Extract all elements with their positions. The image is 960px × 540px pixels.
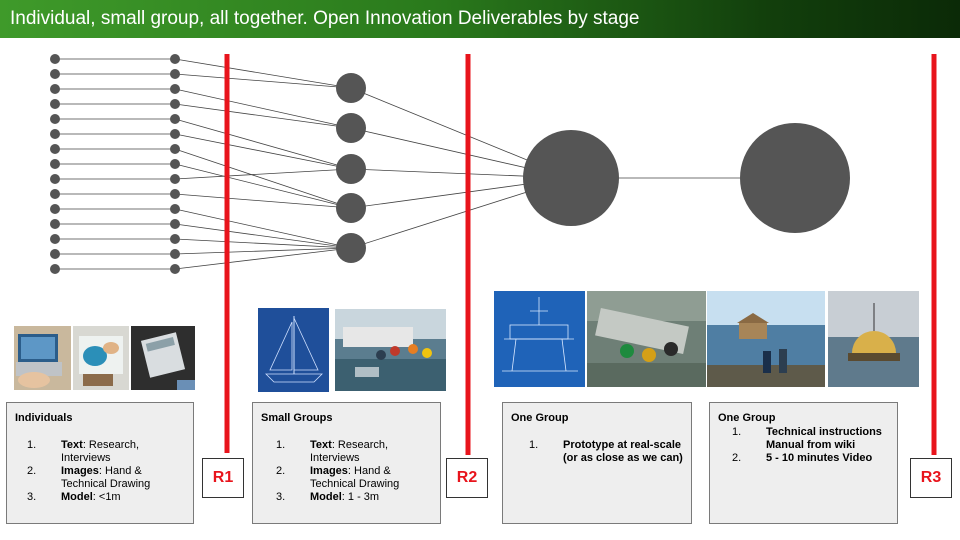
edge-line [174, 208, 352, 249]
box-heading: One Group [718, 412, 776, 424]
deliverables-list: 1. Technical instructions Manual from wik… [732, 426, 894, 465]
deliverables-box-small-groups: Small Groups 1. Text: Research, Interview… [252, 402, 441, 524]
list-item: 1. Text: Research, Interviews [27, 439, 140, 464]
small-group-node [336, 193, 366, 223]
edge-line [174, 238, 352, 249]
deliverables-list: 1. Text: Research, Interviews 2. Images: H… [276, 439, 436, 504]
individual-node [170, 189, 180, 199]
deliverables-list: 1. Prototype at real-scale (or as close a… [529, 439, 687, 465]
box-heading: One Group [511, 412, 569, 424]
individual-node [170, 219, 180, 229]
individual-node [50, 84, 60, 94]
edge-line [174, 247, 352, 270]
box-heading: Small Groups [261, 412, 333, 424]
individual-node [50, 264, 60, 274]
page-title: Individual, small group, all together. O… [10, 8, 640, 29]
calculator-photo [131, 326, 195, 390]
deliverables-box-one-group-prototype: One Group 1. Prototype at real-scale (or … [502, 402, 692, 524]
one-group-node [523, 130, 619, 226]
individual-node [170, 54, 180, 64]
list-item: 1. Technical instructions Manual from wik… [732, 426, 882, 451]
individual-node [50, 159, 60, 169]
individual-node [170, 204, 180, 214]
individual-node [50, 144, 60, 154]
stage-label-r2: R2 [446, 458, 488, 498]
title-bar: Individual, small group, all together. O… [0, 0, 960, 38]
small-group-node [336, 113, 366, 143]
list-item: 3. Model: <1m [27, 491, 121, 503]
stage-label-r1: R1 [202, 458, 244, 498]
individual-node [170, 174, 180, 184]
list-item: 2. Images: Hand & Technical Drawing [276, 465, 400, 490]
individual-node [170, 114, 180, 124]
individual-node [170, 234, 180, 244]
list-item: 2. Images: Hand & Technical Drawing [27, 465, 151, 490]
final-group-node [740, 123, 850, 233]
small-group-node [336, 73, 366, 103]
edge-line [174, 88, 352, 129]
individual-node [170, 249, 180, 259]
individual-node [170, 159, 180, 169]
drawing-hands-photo [73, 326, 129, 390]
individual-node [50, 174, 60, 184]
box-heading: Individuals [15, 412, 73, 424]
individual-node [50, 99, 60, 109]
individual-node [170, 129, 180, 139]
floating-hut-photo [707, 291, 825, 387]
edge-line [174, 148, 352, 209]
group-building-raft-photo [587, 291, 706, 387]
individual-node [50, 219, 60, 229]
list-item: 2. 5 - 10 minutes Video [732, 452, 873, 464]
laptop-photo [14, 326, 71, 390]
individual-node [50, 69, 60, 79]
deliverables-box-individuals: Individuals 1. Text: Research, Interviews… [6, 402, 194, 524]
edge-line [174, 168, 352, 180]
list-item: 1. Prototype at real-scale (or as close a… [529, 439, 683, 464]
deliverables-box-one-group-manual: One Group 1. Technical instructions Manua… [709, 402, 898, 524]
dome-boat-photo [828, 291, 919, 387]
edge-line [174, 163, 352, 209]
individual-node [50, 234, 60, 244]
edge-line [174, 193, 352, 209]
edge-line [174, 118, 352, 170]
individual-node [170, 99, 180, 109]
individual-node [170, 69, 180, 79]
boat-crowd-photo [335, 309, 446, 391]
edge-line [174, 58, 352, 89]
individual-node [50, 249, 60, 259]
individual-node [170, 264, 180, 274]
edge-line [174, 73, 352, 89]
individual-node [170, 84, 180, 94]
edge-line [174, 133, 352, 170]
oil-platform-blueprint-photo [494, 291, 585, 387]
individual-node [170, 144, 180, 154]
individual-node [50, 129, 60, 139]
list-item: 3. Model: 1 - 3m [276, 491, 380, 503]
individual-node [50, 204, 60, 214]
list-item: 1. Text: Research, Interviews [276, 439, 389, 464]
individual-node [50, 114, 60, 124]
sailboat-blueprint-photo [258, 308, 329, 392]
edge-line [174, 223, 352, 249]
edge-line [174, 103, 352, 129]
individual-node [50, 54, 60, 64]
individual-node [50, 189, 60, 199]
deliverables-list: 1. Text: Research, Interviews 2. Images: H… [27, 439, 189, 504]
small-group-node [336, 154, 366, 184]
small-group-node [336, 233, 366, 263]
stage-label-r3: R3 [910, 458, 952, 498]
edge-line [174, 247, 352, 255]
